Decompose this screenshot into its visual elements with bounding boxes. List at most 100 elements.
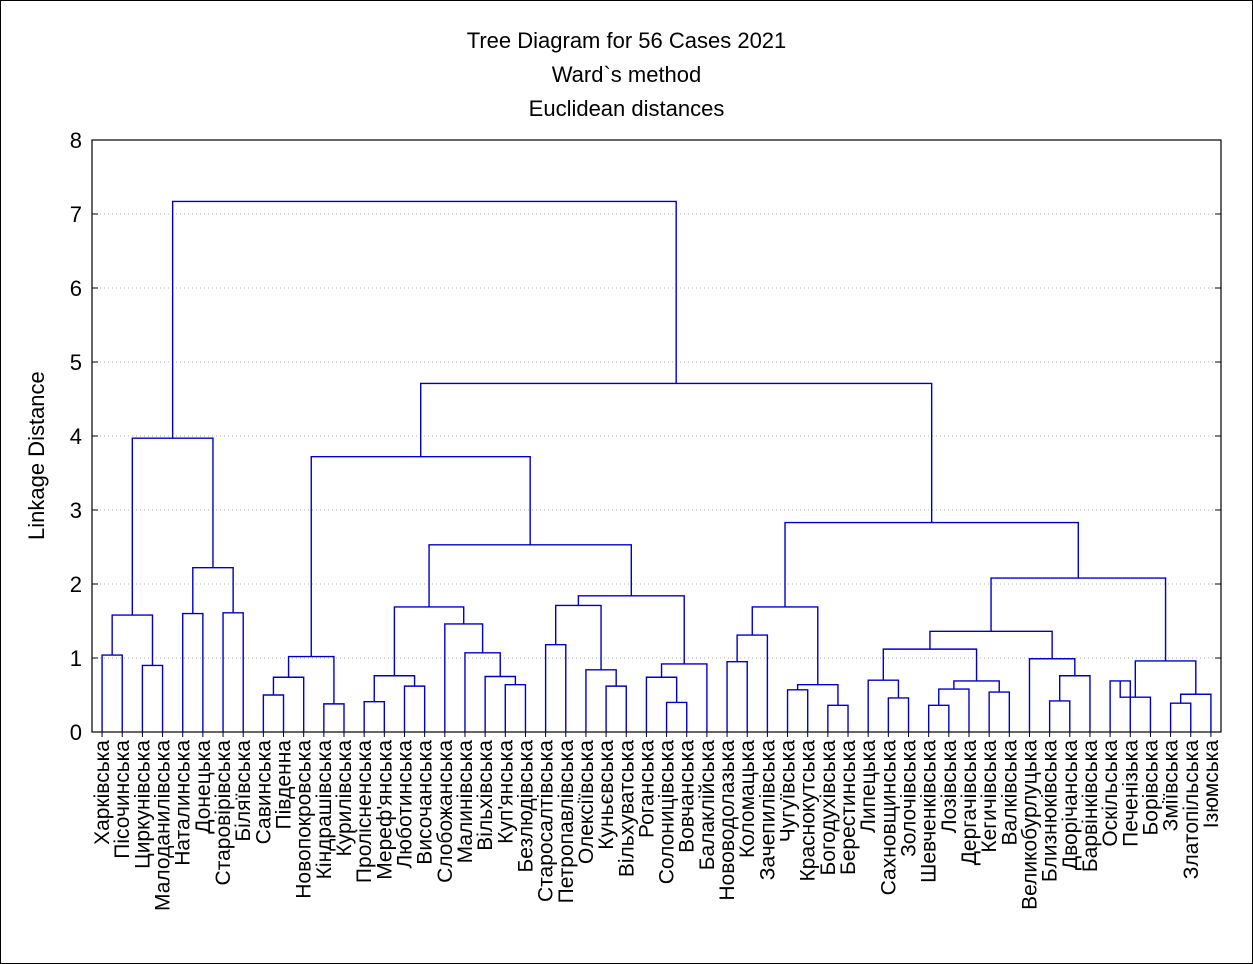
dendrogram-link xyxy=(784,521,1079,607)
dendrogram-link xyxy=(990,577,1167,661)
leaf-label: Малинівська xyxy=(454,740,477,864)
chart-subtitle-distance: Euclidean distances xyxy=(528,96,725,121)
dendrogram-link xyxy=(554,604,602,670)
leaf-label: Куп'янська xyxy=(494,740,517,844)
leaf-label: Балаклійська xyxy=(696,740,719,871)
dendrogram-link xyxy=(1134,660,1197,698)
leaf-label: Златопільська xyxy=(1180,740,1203,880)
dendrogram-link xyxy=(287,655,335,704)
leaf-label: Мереф'янська xyxy=(373,740,396,880)
dendrogram-link xyxy=(605,685,627,732)
y-tick-label: 5 xyxy=(70,350,82,375)
dendrogram-link xyxy=(645,676,678,732)
dendrogram-link xyxy=(131,437,214,616)
dendrogram-link xyxy=(262,694,285,732)
dendrogram-link xyxy=(373,675,416,702)
leaf-label: Вільхуватська xyxy=(615,740,638,877)
dendrogram-link xyxy=(1169,702,1192,732)
leaf-label: Валківська xyxy=(998,740,1021,846)
leaf-label: Коломацька xyxy=(736,740,759,858)
leaf-label: Слобожанська xyxy=(434,740,457,883)
dendrogram-link xyxy=(796,683,839,706)
dendrogram-link xyxy=(736,634,769,732)
leaf-label: Сахновщинська xyxy=(877,740,900,896)
leaf-label: Великобурлуцька xyxy=(1018,740,1041,910)
dendrogram-link xyxy=(726,661,748,732)
dendrogram-link xyxy=(1059,675,1091,732)
dendrogram-link xyxy=(585,669,617,732)
leaf-label: Циркунівська xyxy=(131,740,154,869)
leaf-label: Роганська xyxy=(635,740,658,838)
y-tick-label: 8 xyxy=(70,128,82,153)
y-tick-label: 3 xyxy=(70,498,82,523)
dendrogram-link xyxy=(887,697,910,732)
leaf-label: Курилівська xyxy=(333,740,356,857)
dendrogram-link xyxy=(393,606,465,676)
leaf-label: Чугуївська xyxy=(777,740,800,843)
leaf-label: Куньєвська xyxy=(595,740,618,850)
dendrogram-link xyxy=(1179,693,1212,732)
chart-subtitle-method: Ward`s method xyxy=(551,62,702,87)
dendrogram-link xyxy=(927,704,950,732)
dendrogram-link xyxy=(171,200,677,439)
leaf-label: Дворічанська xyxy=(1059,740,1082,870)
dendrogram-link xyxy=(827,704,849,732)
leaf-label: Близнюківська xyxy=(1039,740,1062,882)
leaf-label: Зміївська xyxy=(1160,740,1183,832)
y-tick-label: 1 xyxy=(70,646,82,671)
dendrogram-link xyxy=(938,688,970,732)
dendrogram-link xyxy=(403,685,426,732)
leaf-label: Савинська xyxy=(252,740,275,845)
y-tick-label: 0 xyxy=(70,720,82,745)
leaf-label: Богодухівська xyxy=(817,740,840,876)
dendrogram-link xyxy=(420,382,933,523)
leaf-label: Золочівська xyxy=(898,740,921,857)
leaf-label: Біляївська xyxy=(232,740,255,842)
dendrogram-link xyxy=(272,676,305,732)
dendrogram-link xyxy=(660,663,708,732)
leaf-label: Барвінківська xyxy=(1079,740,1102,872)
leaf-label: Старосалтівська xyxy=(535,740,558,902)
leaf-label: Дергачівська xyxy=(958,740,981,866)
chart-title: Tree Diagram for 56 Cases 2021 xyxy=(466,28,787,53)
leaf-label: Вовчанська xyxy=(676,740,699,853)
leaf-label: Лозівська xyxy=(938,740,961,834)
dendrogram-link xyxy=(101,654,123,732)
y-tick-label: 7 xyxy=(70,202,82,227)
leaf-label: Пісочинська xyxy=(111,740,134,859)
leaf-label: Височанська xyxy=(414,740,437,865)
y-tick-label: 2 xyxy=(70,572,82,597)
leaf-label: Донецька xyxy=(192,740,215,834)
dendrogram-link xyxy=(988,691,1011,732)
dendrogram-link xyxy=(464,652,501,732)
leaf-label: Вільхівська xyxy=(474,740,497,851)
dendrogram-link xyxy=(665,701,688,732)
dendrogram-link xyxy=(222,612,244,732)
leaf-label: Зачепилівська xyxy=(756,740,779,881)
dendrogram-link xyxy=(867,679,900,732)
dendrogram-link xyxy=(192,567,234,614)
y-tick-label: 6 xyxy=(70,276,82,301)
leaf-label: Кегичівська xyxy=(978,740,1001,853)
leaf-label: Краснокутська xyxy=(797,740,820,882)
leaf-label: Кіндрашівська xyxy=(313,740,336,880)
leaf-label: Борівська xyxy=(1139,740,1162,836)
leaf-label: Оскільська xyxy=(1099,740,1122,847)
dendrogram-link xyxy=(929,630,1053,659)
dendrogram-link xyxy=(310,456,531,657)
dendrogram-link xyxy=(1048,700,1071,732)
leaf-label: Малоданилівська xyxy=(152,740,175,911)
leaf-label: Новопокровська xyxy=(293,740,316,899)
dendrogram-link xyxy=(882,648,978,681)
leaf-label: Берестинська xyxy=(837,740,860,875)
leaf-label: Південна xyxy=(273,740,296,830)
dendrogram-link xyxy=(751,606,819,685)
leaf-label: Наталинська xyxy=(172,740,195,866)
dendrogram-link xyxy=(1028,658,1076,732)
leaf-label: Солоницівська xyxy=(656,740,679,885)
leaf-label: Безлюдівська xyxy=(514,740,537,873)
leaf-label: Петропавлівська xyxy=(555,740,578,904)
leaf-label: Олексіївська xyxy=(575,740,598,864)
dendrogram-link xyxy=(786,689,809,732)
